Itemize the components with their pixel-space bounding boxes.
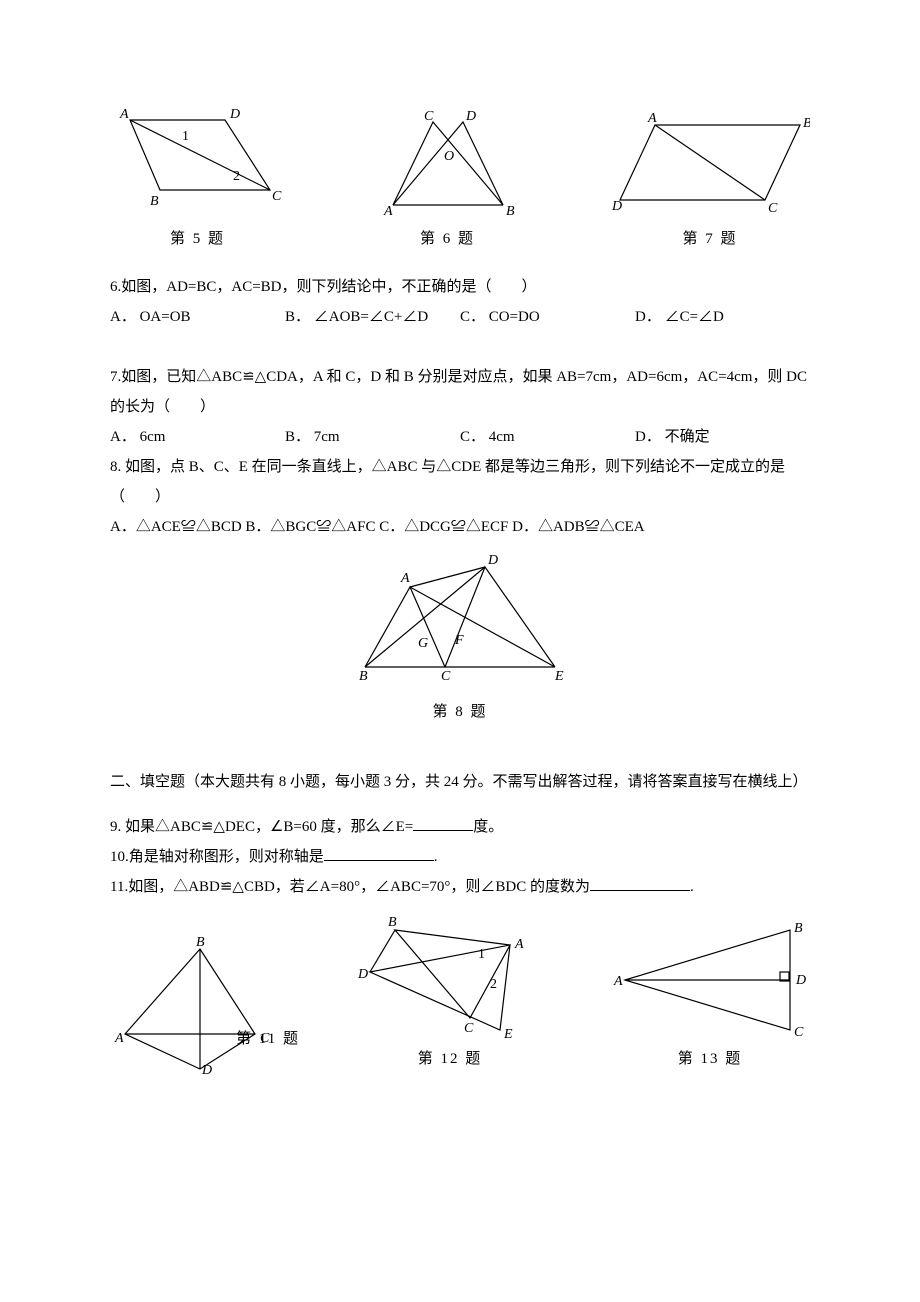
svg-text:C: C xyxy=(441,669,451,682)
q7-opt-a: A． 6cm xyxy=(110,422,285,452)
q8-stem: 8. 如图，点 B、C、E 在同一条直线上，△ABC 与△CDE 都是等边三角形… xyxy=(110,452,810,512)
svg-text:1: 1 xyxy=(478,947,485,962)
svg-text:B: B xyxy=(794,921,803,936)
q7-stem: 7.如图，已知△ABC≌△CDA，A 和 C，D 和 B 分别是对应点，如果 A… xyxy=(110,362,810,422)
svg-text:E: E xyxy=(503,1027,513,1040)
svg-text:2: 2 xyxy=(233,169,240,184)
figure-12-svg: B A C D E 1 2 xyxy=(350,910,550,1040)
svg-text:D: D xyxy=(229,107,240,122)
figure-6-svg: A B C D O xyxy=(368,110,528,220)
q6-options: A． OA=OB B． ∠AOB=∠C+∠D C． CO=DO D． ∠C=∠D xyxy=(110,302,810,332)
svg-text:E: E xyxy=(554,669,564,682)
figure-8-caption: 第 8 题 xyxy=(110,697,810,727)
q9: 9. 如果△ABC≌△DEC，∠B=60 度，那么∠E= 度。 xyxy=(110,812,810,842)
figure-5: A D B C 1 2 第 5 题 xyxy=(110,100,285,254)
svg-text:B: B xyxy=(388,915,397,930)
svg-text:A: A xyxy=(514,937,524,952)
svg-text:B: B xyxy=(150,194,159,209)
figure-6: A B C D O 第 6 题 xyxy=(368,110,528,254)
svg-text:G: G xyxy=(418,636,428,651)
figure-5-svg: A D B C 1 2 xyxy=(110,100,285,220)
svg-text:O: O xyxy=(444,149,454,164)
q7-opt-d: D． 不确定 xyxy=(635,422,810,452)
figure-12-caption: 第 12 题 xyxy=(350,1044,550,1074)
figure-11: A B C D 第 11 题 xyxy=(110,934,290,1074)
svg-text:D: D xyxy=(611,199,622,214)
section-2-heading: 二、填空题（本大题共有 8 小题，每小题 3 分，共 24 分。不需写出解答过程… xyxy=(110,767,810,797)
svg-text:D: D xyxy=(201,1063,212,1074)
figure-8: A B C D E G F 第 8 题 xyxy=(110,552,810,727)
figure-row-top: A D B C 1 2 第 5 题 A B C D O xyxy=(110,100,810,254)
q7-options: A． 6cm B． 7cm C． 4cm D． 不确定 xyxy=(110,422,810,452)
q11-a: 11.如图，△ABD≌△CBD，若∠A=80°，∠ABC=70°，则∠BDC 的… xyxy=(110,879,590,895)
svg-text:C: C xyxy=(272,189,282,204)
q7-opt-c: C． 4cm xyxy=(460,422,635,452)
q11-blank xyxy=(590,875,690,891)
svg-text:A: A xyxy=(114,1031,124,1046)
q9-a: 9. 如果△ABC≌△DEC，∠B=60 度，那么∠E= xyxy=(110,819,413,835)
figure-7: A B C D 第 7 题 xyxy=(610,110,810,254)
svg-text:C: C xyxy=(464,1021,474,1036)
svg-text:1: 1 xyxy=(182,129,189,144)
svg-text:F: F xyxy=(454,633,464,648)
q6-opt-d: D． ∠C=∠D xyxy=(635,302,810,332)
svg-text:B: B xyxy=(506,204,515,219)
figure-row-bottom: A B C D 第 11 题 B A C D E 1 2 xyxy=(110,910,810,1074)
figure-7-caption: 第 7 题 xyxy=(610,224,810,254)
svg-text:2: 2 xyxy=(490,977,497,992)
svg-text:B: B xyxy=(803,116,810,131)
figure-11-caption: 第 11 题 xyxy=(236,1024,300,1054)
q7-opt-b: B． 7cm xyxy=(285,422,460,452)
svg-text:B: B xyxy=(359,669,368,682)
q10-blank xyxy=(324,845,434,861)
svg-text:C: C xyxy=(424,110,434,124)
svg-text:D: D xyxy=(465,110,476,124)
figure-5-caption: 第 5 题 xyxy=(110,224,285,254)
q9-blank xyxy=(413,815,473,831)
svg-text:D: D xyxy=(357,967,368,982)
svg-text:C: C xyxy=(768,201,778,216)
q6-stem: 6.如图，AD=BC，AC=BD，则下列结论中，不正确的是（ ） xyxy=(110,272,810,302)
q6-opt-a: A． OA=OB xyxy=(110,302,285,332)
svg-text:A: A xyxy=(400,571,410,586)
q6-opt-b: B． ∠AOB=∠C+∠D xyxy=(285,302,460,332)
figure-13-svg: A B C D xyxy=(610,920,810,1040)
svg-text:A: A xyxy=(647,111,657,126)
svg-text:C: C xyxy=(794,1025,804,1040)
q6-opt-c: C． CO=DO xyxy=(460,302,635,332)
svg-text:A: A xyxy=(383,204,393,219)
svg-text:A: A xyxy=(613,974,623,989)
svg-text:D: D xyxy=(795,973,806,988)
q11: 11.如图，△ABD≌△CBD，若∠A=80°，∠ABC=70°，则∠BDC 的… xyxy=(110,872,810,902)
q10-a: 10.角是轴对称图形，则对称轴是 xyxy=(110,849,324,865)
figure-6-caption: 第 6 题 xyxy=(368,224,528,254)
q8-options: A．△ACE≌△BCD B．△BGC≌△AFC C．△DCG≌△ECF D．△A… xyxy=(110,512,810,542)
q9-b: 度。 xyxy=(473,819,503,835)
q10: 10.角是轴对称图形，则对称轴是. xyxy=(110,842,810,872)
figure-7-svg: A B C D xyxy=(610,110,810,220)
svg-text:D: D xyxy=(487,553,498,568)
svg-text:A: A xyxy=(119,107,129,122)
figure-8-svg: A B C D E G F xyxy=(345,552,575,682)
figure-12: B A C D E 1 2 第 12 题 xyxy=(350,910,550,1074)
q11-b: . xyxy=(690,879,694,895)
q10-b: . xyxy=(434,849,438,865)
figure-13: A B C D 第 13 题 xyxy=(610,920,810,1074)
figure-13-caption: 第 13 题 xyxy=(610,1044,810,1074)
svg-text:B: B xyxy=(196,935,205,950)
